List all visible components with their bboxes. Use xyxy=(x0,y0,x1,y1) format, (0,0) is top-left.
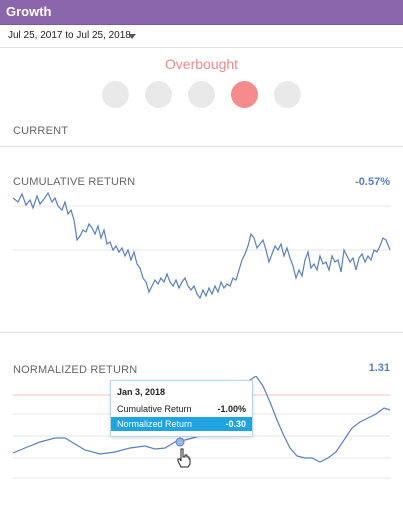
indicator-dot-1 xyxy=(102,81,129,108)
tooltip-row-cumulative: Cumulative Return -1.00% xyxy=(111,402,252,416)
divider xyxy=(0,146,403,147)
cumulative-return-line xyxy=(12,191,391,300)
chart-tooltip: Jan 3, 2018 Cumulative Return -1.00% Nor… xyxy=(110,380,253,437)
indicator-label: Overbought xyxy=(164,56,239,72)
hover-point xyxy=(175,437,185,447)
indicator-dot-4-active xyxy=(231,81,258,108)
app-header: Growth xyxy=(0,0,403,25)
tooltip-value: -1.00% xyxy=(217,404,246,414)
current-section-label: CURRENT xyxy=(13,125,69,137)
normalized-return-value: 1.31 xyxy=(368,362,390,374)
indicator-dot-5 xyxy=(274,81,301,108)
cumulative-return-value: -0.57% xyxy=(355,176,390,188)
tooltip-row-normalized: Normalized Return -0.30 xyxy=(111,417,252,431)
tooltip-date: Jan 3, 2018 xyxy=(117,387,166,397)
cumulative-return-label: CUMULATIVE RETURN xyxy=(13,176,136,188)
divider xyxy=(0,332,403,333)
tooltip-value: -0.30 xyxy=(225,419,246,429)
normalized-return-label: NORMALIZED RETURN xyxy=(13,364,138,376)
date-range-selector[interactable]: Jul 25, 2017 to Jul 25, 2018 xyxy=(0,25,403,48)
page-title: Growth xyxy=(6,4,52,19)
hand-pointer-icon xyxy=(177,448,191,468)
indicator-dot-2 xyxy=(145,81,172,108)
indicator-dot-3 xyxy=(188,81,215,108)
chevron-down-icon[interactable] xyxy=(128,34,136,39)
tooltip-label: Cumulative Return xyxy=(117,404,192,414)
tooltip-label: Normalized Return xyxy=(117,419,193,429)
date-range-label[interactable]: Jul 25, 2017 to Jul 25, 2018 xyxy=(8,30,131,41)
cumulative-return-chart[interactable] xyxy=(0,190,403,310)
